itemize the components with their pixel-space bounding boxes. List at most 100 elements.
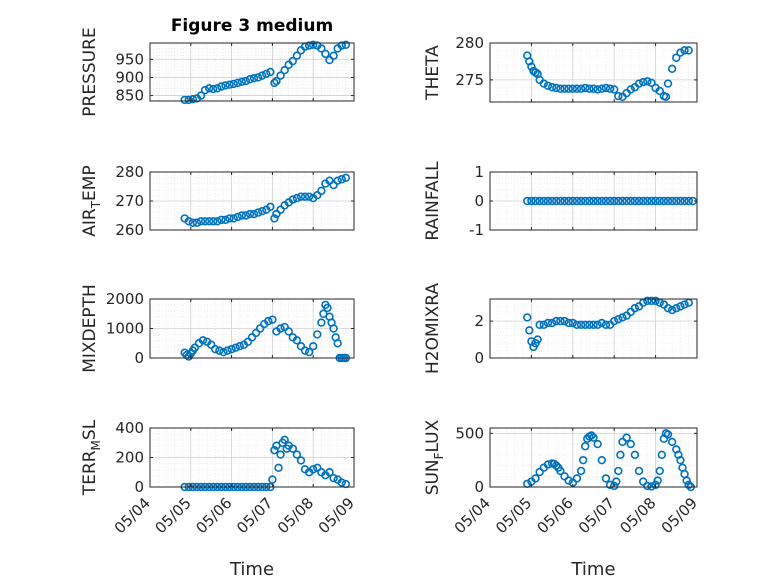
rainfall-point (655, 196, 664, 206)
air_temp-point (245, 209, 255, 219)
rainfall-point (622, 196, 631, 206)
theta-point (564, 84, 573, 93)
mixdepth-point (251, 328, 261, 338)
pressure-point (237, 77, 247, 86)
theta-point (527, 62, 536, 71)
theta-point (680, 46, 689, 55)
sun_flux-xtick-label: 05/04 (451, 494, 494, 537)
mixdepth-point (292, 336, 302, 345)
theta-point (647, 78, 656, 88)
mixdepth-point (198, 336, 208, 345)
mixdepth-point (247, 333, 257, 342)
rainfall-point (593, 196, 602, 206)
pressure-point (321, 49, 330, 59)
air_temp-point (288, 195, 297, 204)
rainfall-point (630, 196, 640, 206)
sun_flux-point (657, 450, 667, 460)
pressure-point (341, 40, 351, 50)
air_temp-point (225, 214, 234, 223)
h2omixra-point (630, 304, 640, 313)
sun_flux-point (531, 474, 540, 483)
pressure-ylabel: PRESSURE (80, 27, 100, 116)
subplot-rainfall: -1 0 1 RAINFALL (423, 161, 698, 241)
theta-point (593, 85, 602, 94)
rainfall-point (609, 196, 619, 206)
sun_flux-point (587, 431, 596, 440)
sun_flux-point (614, 466, 623, 476)
theta-point (556, 84, 565, 93)
mixdepth-ytick-label: 1000 (106, 320, 144, 338)
sun_flux-point (589, 433, 598, 442)
air_temp-point (270, 214, 279, 223)
h2omixra-point (618, 313, 627, 322)
theta-point (543, 81, 553, 90)
sun_flux-point (601, 474, 611, 483)
pressure-point (184, 95, 193, 105)
h2omixra-point (564, 318, 573, 328)
terr_msl-ytick-label: 0 (134, 478, 144, 496)
mixdepth-point (304, 347, 314, 357)
pressure-point (280, 65, 289, 75)
rainfall-point (531, 196, 540, 206)
sun_flux-ytick-label: 0 (474, 478, 484, 496)
mixdepth-point (296, 342, 306, 351)
pressure-point (249, 73, 259, 83)
pressure-point (200, 85, 210, 95)
sun_flux-point (564, 476, 573, 485)
h2omixra-point (589, 320, 598, 330)
rainfall-point (527, 196, 536, 206)
pressure-series (180, 40, 351, 105)
pressure-point (245, 75, 255, 84)
air_temp-point (292, 193, 302, 203)
mixdepth-point (207, 340, 216, 349)
air_temp-point (188, 218, 198, 227)
h2omixra-point (543, 318, 553, 328)
rainfall-point (676, 196, 685, 206)
rainfall-point (568, 196, 577, 206)
sun_flux-point (556, 466, 565, 476)
rainfall-point (626, 196, 635, 206)
h2omixra-point (533, 335, 542, 344)
sun_flux-point (572, 474, 582, 483)
theta-point (560, 84, 569, 93)
theta-point (663, 79, 673, 88)
air_temp-point (253, 208, 263, 217)
air_temp-series (180, 173, 351, 227)
pressure-point (288, 56, 297, 66)
mixdepth-ytick-label: 0 (134, 349, 144, 367)
theta-series (523, 46, 693, 102)
pressure-point (272, 76, 281, 86)
pressure-point (233, 78, 242, 88)
theta-point (676, 48, 685, 57)
sun_flux-point (651, 480, 660, 490)
terr_msl-ytick-label: 400 (115, 419, 144, 437)
air_temp-point (337, 175, 346, 184)
pressure-point (317, 44, 326, 53)
sun_flux-point (676, 455, 685, 465)
mixdepth-point (280, 322, 289, 332)
sun_flux-point (618, 437, 627, 447)
mixdepth-point (235, 342, 244, 351)
terr_msl-xtick-label: 05/06 (192, 494, 235, 537)
theta-ytick-label: 280 (455, 34, 484, 52)
sun_flux-point (622, 433, 631, 442)
mixdepth-point (243, 337, 253, 346)
terr_msl-xtick-label: 05/05 (152, 494, 195, 537)
theta-point (638, 77, 648, 87)
sun_flux-point (612, 477, 621, 486)
air_temp-point (304, 192, 314, 201)
terr_msl-point (325, 468, 334, 477)
mixdepth-point (223, 346, 232, 355)
h2omixra-axes-frame (489, 298, 698, 359)
terr_msl-point (276, 450, 285, 459)
rainfall-point (663, 196, 673, 206)
sun_flux-point (552, 461, 561, 470)
theta-point (589, 84, 598, 93)
theta-point (643, 77, 652, 86)
theta-point (525, 57, 534, 66)
theta-axes-frame (489, 42, 698, 103)
rainfall-point (585, 196, 594, 206)
